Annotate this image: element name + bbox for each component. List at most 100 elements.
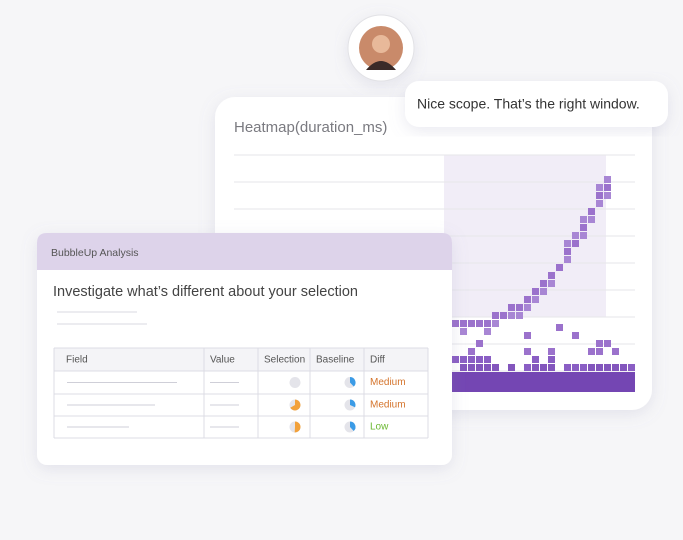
- heatmap-cell: [492, 364, 499, 371]
- heatmap-cell: [548, 348, 555, 355]
- heatmap-title: Heatmap(duration_ms): [234, 119, 387, 136]
- heatmap-cell: [580, 224, 587, 231]
- heatmap-cell: [524, 332, 531, 339]
- heatmap-cell: [572, 240, 579, 247]
- heatmap-cell: [548, 272, 555, 279]
- column-header: Field: [66, 355, 88, 366]
- heatmap-cell: [564, 256, 571, 263]
- selection-icon-wedge: [290, 399, 301, 411]
- heatmap-cell: [540, 364, 547, 371]
- heatmap-cell: [596, 340, 603, 347]
- heatmap-cell: [492, 320, 499, 327]
- heatmap-cell: [540, 288, 547, 295]
- heatmap-band: [452, 372, 635, 392]
- heatmap-cell: [564, 248, 571, 255]
- heatmap-cell: [524, 364, 531, 371]
- heatmap-cell: [452, 320, 459, 327]
- heatmap-cell: [572, 364, 579, 371]
- card-header-text: BubbleUp Analysis: [51, 247, 139, 259]
- heatmap-cell: [484, 356, 491, 363]
- heatmap-cell: [604, 176, 611, 183]
- heatmap-cell: [604, 340, 611, 347]
- table: Field Value Selection Baseline Diff Medium Med…: [53, 347, 429, 439]
- heatmap-cell: [540, 280, 547, 287]
- heatmap-cell: [556, 324, 563, 331]
- heatmap-cell: [604, 364, 611, 371]
- heatmap-cell: [516, 312, 523, 319]
- heatmap-cell: [556, 264, 563, 271]
- column-header: Selection: [264, 355, 305, 366]
- heatmap-cell: [580, 216, 587, 223]
- heatmap-cell: [452, 356, 459, 363]
- card-header: [37, 233, 452, 270]
- heatmap-cell: [564, 364, 571, 371]
- speech-bubble: [405, 81, 668, 127]
- heatmap-cell: [484, 364, 491, 371]
- heatmap-cell: [612, 364, 619, 371]
- heatmap-cell: [460, 356, 467, 363]
- heatmap-cell: [492, 312, 499, 319]
- selection-icon: [289, 377, 301, 388]
- heatmap-cell: [596, 200, 603, 207]
- heatmap-cell: [596, 364, 603, 371]
- heatmap-cell: [604, 184, 611, 191]
- heatmap-cell: [476, 356, 483, 363]
- heatmap-cell: [524, 348, 531, 355]
- heatmap-cell: [468, 320, 475, 327]
- heatmap-cell: [532, 356, 539, 363]
- baseline-icon-wedge: [350, 377, 356, 387]
- heatmap-cell: [468, 348, 475, 355]
- heatmap-cell: [484, 328, 491, 335]
- avatar-body: [366, 61, 396, 70]
- heatmap-cell: [532, 364, 539, 371]
- column-header: Baseline: [316, 355, 355, 366]
- heatmap-cell: [476, 340, 483, 347]
- heatmap-cell: [588, 364, 595, 371]
- heatmap-cell: [508, 364, 515, 371]
- heatmap-cell: [460, 328, 467, 335]
- heatmap-cell: [596, 184, 603, 191]
- diff-label: Low: [370, 422, 389, 433]
- heatmap-cell: [524, 296, 531, 303]
- heatmap-cell: [612, 348, 619, 355]
- heatmap-cell: [468, 356, 475, 363]
- heatmap-cell: [548, 356, 555, 363]
- column-header: Diff: [370, 355, 385, 366]
- heatmap-cell: [548, 364, 555, 371]
- diff-label: Medium: [370, 400, 406, 411]
- column-header: Value: [210, 355, 235, 366]
- heatmap-cell: [516, 304, 523, 311]
- heatmap-cell: [460, 320, 467, 327]
- table-header: [54, 348, 428, 371]
- heatmap-cell: [572, 232, 579, 239]
- heatmap-cell: [628, 364, 635, 371]
- heatmap-cell: [580, 364, 587, 371]
- heatmap-cell: [468, 364, 475, 371]
- heatmap-cell: [588, 208, 595, 215]
- baseline-icon-wedge: [350, 399, 356, 408]
- heatmap-cell: [564, 240, 571, 247]
- heatmap-cell: [548, 280, 555, 287]
- heatmap-cell: [596, 192, 603, 199]
- heatmap-cell: [476, 364, 483, 371]
- heatmap-cell: [588, 216, 595, 223]
- heatmap-cell: [620, 364, 627, 371]
- heatmap-cell: [508, 304, 515, 311]
- heatmap-cell: [532, 296, 539, 303]
- heatmap-cell: [580, 232, 587, 239]
- baseline-icon-wedge: [350, 421, 356, 432]
- heatmap-cell: [460, 364, 467, 371]
- heatmap-cell: [572, 332, 579, 339]
- heatmap-cell: [532, 288, 539, 295]
- heatmap-cell: [604, 192, 611, 199]
- heatmap-cell: [596, 348, 603, 355]
- card-heading: Investigate what’s different about your …: [53, 284, 358, 300]
- heatmap-cell: [476, 320, 483, 327]
- heatmap-cell: [508, 312, 515, 319]
- heatmap-cells: [452, 176, 635, 392]
- diff-label: Medium: [370, 377, 406, 388]
- heatmap-cell: [588, 348, 595, 355]
- bubble-text: Nice scope. That’s the right window.: [417, 96, 640, 112]
- heatmap-cell: [500, 312, 507, 319]
